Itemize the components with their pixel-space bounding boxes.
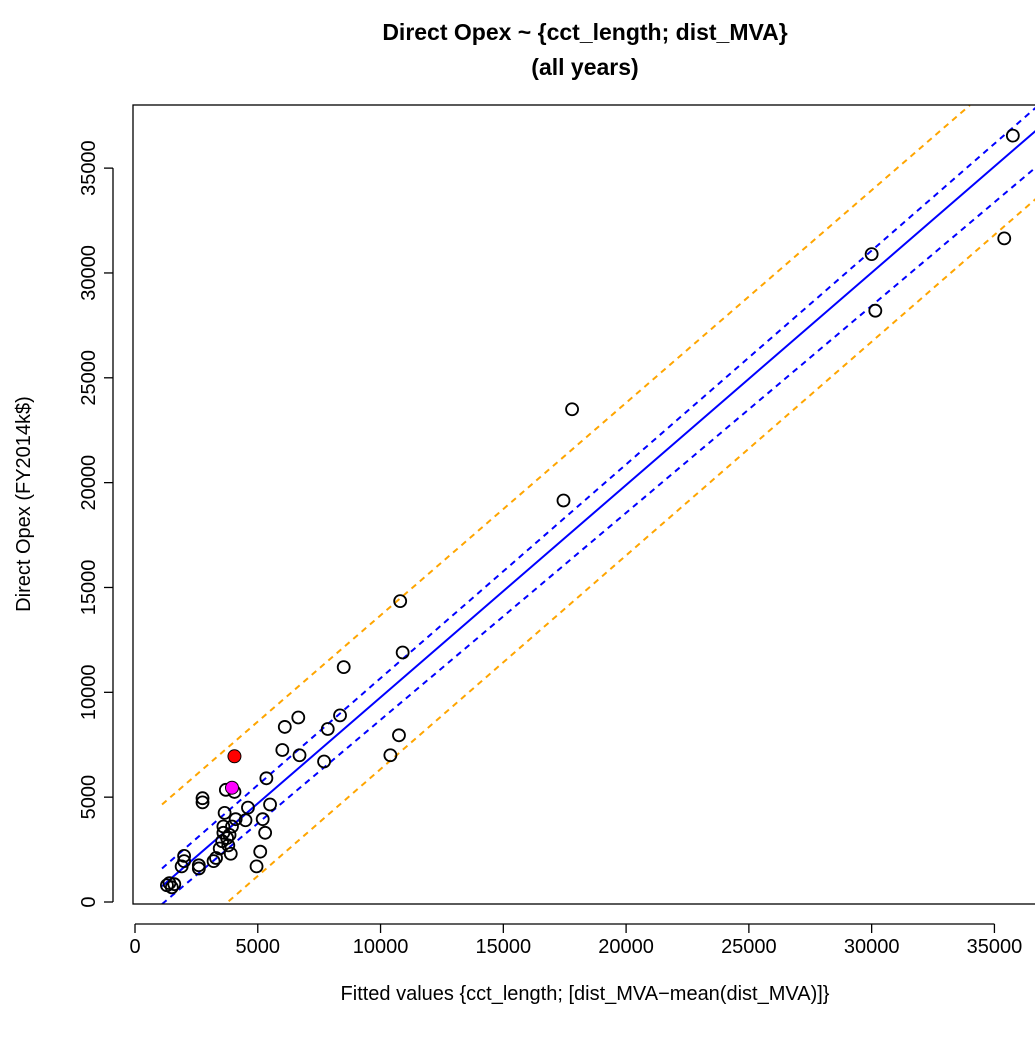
data-point	[277, 720, 292, 734]
chart-title-line2: (all years)	[531, 54, 638, 80]
x-tick-label: 15000	[476, 936, 532, 958]
data-point	[167, 877, 182, 892]
data-point	[395, 645, 410, 660]
x-tick-label: 30000	[844, 936, 900, 958]
x-tick-label: 35000	[967, 936, 1023, 958]
data-point	[997, 231, 1012, 246]
data-point	[220, 831, 234, 845]
band-lines	[161, 105, 1035, 904]
confidence-band-lower	[161, 166, 1035, 904]
data-point	[225, 819, 239, 834]
x-tick-label: 10000	[353, 936, 409, 958]
data-point	[222, 828, 237, 842]
data-point	[868, 303, 883, 318]
data-point	[221, 838, 236, 853]
data-point	[258, 825, 273, 840]
data-point	[291, 710, 306, 725]
highlight-point	[224, 780, 239, 795]
data-point	[1005, 128, 1020, 143]
data-point	[259, 771, 274, 786]
data-point	[255, 812, 270, 827]
data-point	[217, 805, 232, 820]
data-point	[206, 854, 221, 869]
data-point	[317, 754, 331, 769]
y-tick-label: 10000	[78, 665, 100, 721]
data-point	[320, 722, 335, 736]
y-tick-label: 5000	[78, 775, 100, 820]
data-point	[191, 858, 206, 873]
y-tick-label: 15000	[78, 560, 100, 616]
x-axis: 0 5000 10000 15000 20000 25000 30000 35000	[129, 923, 1023, 958]
data-point	[253, 844, 268, 859]
data-points	[160, 128, 1020, 895]
data-point	[249, 859, 264, 874]
data-point	[238, 813, 253, 828]
x-tick-label: 0	[129, 936, 140, 958]
data-point	[177, 854, 192, 869]
data-point	[333, 708, 347, 723]
data-point	[228, 812, 243, 827]
confidence-band-upper	[161, 107, 1035, 870]
data-point	[223, 846, 238, 861]
plot-frame	[132, 104, 1035, 905]
y-tick-label: 25000	[78, 350, 100, 406]
data-point	[392, 728, 406, 743]
highlight-point	[227, 749, 242, 764]
data-point	[383, 748, 398, 763]
fit-line	[161, 130, 1035, 888]
y-tick-label: 30000	[78, 245, 100, 301]
data-point	[177, 848, 192, 863]
data-point	[565, 402, 579, 417]
data-point	[195, 791, 210, 806]
data-point	[556, 493, 571, 508]
data-point	[292, 748, 307, 763]
y-tick-label: 0	[78, 896, 100, 907]
y-tick-label: 35000	[78, 140, 100, 196]
x-axis-label: Fitted values {cct_length; [dist_MVA−mea…	[341, 983, 830, 1005]
data-point	[241, 800, 255, 815]
y-tick-label: 20000	[78, 455, 100, 511]
y-axis: 0 5000 10000 15000 20000 25000 30000 35000	[78, 140, 114, 908]
x-tick-label: 20000	[598, 936, 654, 958]
data-point	[195, 795, 210, 810]
data-point	[393, 594, 408, 609]
prediction-band-upper	[161, 105, 971, 806]
data-point	[209, 851, 223, 865]
chart-title-line1: Direct Opex ~ {cct_length; dist_MVA}	[382, 19, 787, 45]
data-point	[263, 797, 277, 812]
y-axis-label: Direct Opex (FY2014k$)	[13, 396, 35, 612]
data-point	[336, 660, 351, 675]
data-point	[275, 743, 290, 757]
data-point	[864, 247, 879, 261]
data-point	[212, 841, 227, 856]
x-tick-label: 25000	[721, 936, 777, 958]
data-point	[164, 880, 179, 895]
prediction-band-lower	[224, 198, 1035, 904]
x-tick-label: 5000	[236, 936, 281, 958]
